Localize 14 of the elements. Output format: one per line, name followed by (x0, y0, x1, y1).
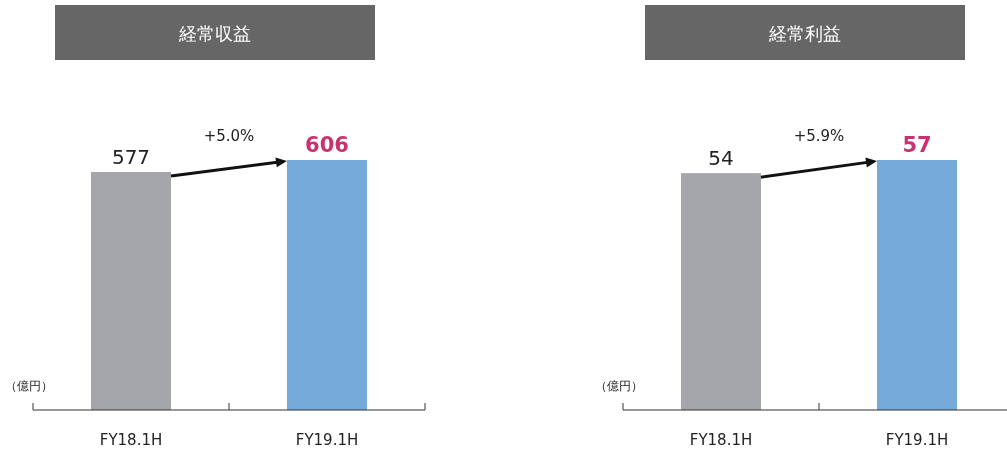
data-label: 577 (111, 144, 151, 169)
y-axis-title: （億円） (5, 379, 53, 393)
chart-title: 経常利益 (768, 23, 841, 44)
x-tick-label: FY19.1H (295, 431, 359, 449)
x-tick-label: FY18.1H (99, 431, 163, 449)
x-tick-label: FY18.1H (689, 431, 753, 449)
text: +5.9% (793, 127, 845, 145)
chart-title: 経常収益 (178, 23, 251, 44)
data-label: 54 (708, 146, 734, 171)
x-tick-label: FY19.1H (885, 431, 949, 449)
data-label: 606 (305, 133, 349, 157)
data-label: 57 (902, 133, 932, 157)
text: +5.0% (203, 127, 255, 145)
y-axis-title: （億円） (595, 379, 643, 393)
